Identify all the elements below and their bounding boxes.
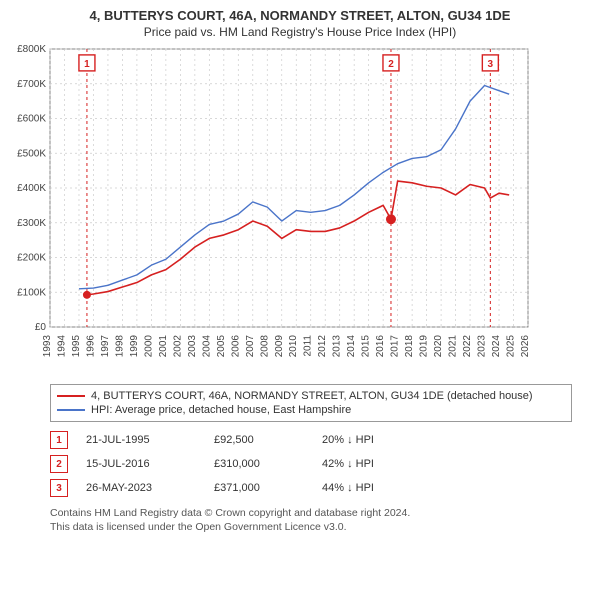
chart-container: £0 £100K £200K £300K £400K £500K £600K £700K £80…: [8, 45, 592, 378]
svg-text:£300K: £300K: [17, 218, 46, 229]
svg-text:£800K: £800K: [17, 45, 46, 55]
svg-text:2008: 2008: [259, 335, 270, 358]
svg-text:2001: 2001: [158, 335, 169, 358]
event-row: 3 26-MAY-2023 £371,000 44% ↓ HPI: [50, 476, 572, 500]
svg-text:2024: 2024: [491, 335, 502, 358]
svg-text:£100K: £100K: [17, 287, 46, 298]
event-price: £310,000: [214, 458, 304, 470]
svg-text:2000: 2000: [143, 335, 154, 358]
svg-text:2004: 2004: [201, 335, 212, 358]
event-price: £371,000: [214, 482, 304, 494]
legend-swatch: [57, 409, 85, 411]
footnote: Contains HM Land Registry data © Crown c…: [50, 506, 572, 534]
price-chart: £0 £100K £200K £300K £400K £500K £600K £700K £80…: [8, 45, 548, 375]
legend-label: 4, BUTTERYS COURT, 46A, NORMANDY STREET,…: [91, 390, 533, 402]
svg-text:2021: 2021: [448, 335, 459, 358]
svg-text:£0: £0: [35, 322, 47, 333]
svg-text:2026: 2026: [520, 335, 531, 358]
svg-text:1998: 1998: [114, 335, 125, 358]
svg-text:1994: 1994: [56, 335, 67, 358]
event-price: £92,500: [214, 434, 304, 446]
svg-text:1997: 1997: [100, 335, 111, 358]
legend: 4, BUTTERYS COURT, 46A, NORMANDY STREET,…: [50, 384, 572, 422]
svg-text:2002: 2002: [172, 335, 183, 358]
svg-text:1993: 1993: [42, 335, 53, 358]
legend-row: 4, BUTTERYS COURT, 46A, NORMANDY STREET,…: [57, 389, 565, 403]
event-diff: 20% ↓ HPI: [322, 434, 432, 446]
svg-text:2023: 2023: [477, 335, 488, 358]
svg-text:2007: 2007: [245, 335, 256, 358]
svg-text:£600K: £600K: [17, 114, 46, 125]
chart-subtitle: Price paid vs. HM Land Registry's House …: [8, 25, 592, 39]
svg-text:2006: 2006: [230, 335, 241, 358]
svg-text:£200K: £200K: [17, 253, 46, 264]
svg-text:2: 2: [388, 59, 394, 70]
event-diff: 42% ↓ HPI: [322, 458, 432, 470]
footnote-line: Contains HM Land Registry data © Crown c…: [50, 506, 572, 520]
svg-text:1999: 1999: [129, 335, 140, 358]
svg-text:£400K: £400K: [17, 183, 46, 194]
event-row: 1 21-JUL-1995 £92,500 20% ↓ HPI: [50, 428, 572, 452]
svg-text:2013: 2013: [332, 335, 343, 358]
svg-text:1996: 1996: [85, 335, 96, 358]
svg-text:2010: 2010: [288, 335, 299, 358]
event-date: 15-JUL-2016: [86, 458, 196, 470]
footnote-line: This data is licensed under the Open Gov…: [50, 520, 572, 534]
svg-text:2014: 2014: [346, 335, 357, 358]
event-row: 2 15-JUL-2016 £310,000 42% ↓ HPI: [50, 452, 572, 476]
svg-text:2018: 2018: [404, 335, 415, 358]
event-badge: 3: [50, 479, 68, 497]
event-date: 26-MAY-2023: [86, 482, 196, 494]
svg-text:2016: 2016: [375, 335, 386, 358]
svg-text:£500K: £500K: [17, 148, 46, 159]
svg-text:2025: 2025: [506, 335, 517, 358]
svg-text:2015: 2015: [361, 335, 372, 358]
svg-text:2022: 2022: [462, 335, 473, 358]
legend-row: HPI: Average price, detached house, East…: [57, 403, 565, 417]
events-table: 1 21-JUL-1995 £92,500 20% ↓ HPI 2 15-JUL-2016…: [50, 428, 572, 500]
svg-text:2020: 2020: [433, 335, 444, 358]
legend-swatch: [57, 395, 85, 397]
svg-text:2019: 2019: [419, 335, 430, 358]
svg-text:3: 3: [488, 59, 494, 70]
svg-text:2017: 2017: [390, 335, 401, 358]
event-date: 21-JUL-1995: [86, 434, 196, 446]
svg-text:1995: 1995: [71, 335, 82, 358]
svg-text:2011: 2011: [303, 335, 314, 357]
event-badge: 2: [50, 455, 68, 473]
event-badge: 1: [50, 431, 68, 449]
svg-text:£700K: £700K: [17, 79, 46, 90]
svg-text:1: 1: [84, 59, 90, 70]
event-diff: 44% ↓ HPI: [322, 482, 432, 494]
svg-text:2005: 2005: [216, 335, 227, 358]
svg-text:2012: 2012: [317, 335, 328, 358]
chart-title: 4, BUTTERYS COURT, 46A, NORMANDY STREET,…: [8, 8, 592, 23]
svg-text:2009: 2009: [274, 335, 285, 358]
svg-text:2003: 2003: [187, 335, 198, 358]
legend-label: HPI: Average price, detached house, East…: [91, 404, 351, 416]
